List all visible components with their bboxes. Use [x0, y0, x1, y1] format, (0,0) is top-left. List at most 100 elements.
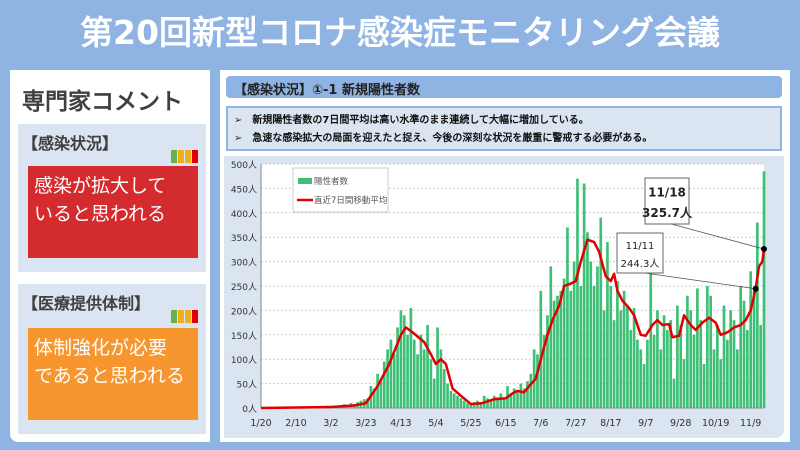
- bar: [422, 349, 426, 408]
- bar: [572, 261, 576, 408]
- bar: [522, 388, 526, 408]
- bar: [609, 286, 613, 408]
- bar: [382, 361, 386, 408]
- bar: [566, 227, 569, 408]
- x-tick-label: 1/20: [250, 418, 271, 429]
- bar: [716, 325, 719, 408]
- bar: [622, 290, 626, 408]
- bar: [472, 402, 476, 408]
- bar: [562, 278, 566, 408]
- x-tick-label: 3/2: [323, 418, 338, 429]
- bar: [509, 393, 513, 408]
- bar: [499, 393, 503, 408]
- bar: [629, 329, 633, 408]
- legend-label: 直近7日間移動平均: [314, 195, 387, 206]
- bar: [469, 404, 473, 408]
- assessment-line: 感染が拡大して: [34, 175, 167, 197]
- bar: [379, 378, 383, 408]
- assessment-line: 体制強化が必要: [34, 337, 168, 359]
- x-tick-label: 3/23: [355, 418, 376, 429]
- assessment-line: いると思われる: [34, 203, 167, 225]
- bar: [652, 334, 656, 408]
- note-text: 急速な感染拡大の局面を迎えたと捉え、今後の深刻な状況を厳重に警戒する必要がある。: [252, 133, 653, 144]
- bar: [699, 320, 703, 408]
- bar: [549, 266, 553, 408]
- alert-level-indicator: [171, 310, 198, 323]
- bar: [492, 395, 496, 408]
- bar: [579, 286, 583, 408]
- bar: [602, 310, 606, 408]
- y-tick-label: 450人: [231, 184, 257, 195]
- bar: [706, 286, 709, 408]
- bar: [372, 388, 376, 408]
- bar: [736, 349, 739, 408]
- y-tick-label: 500人: [231, 160, 257, 171]
- light-yellow: [185, 150, 191, 163]
- bar: [712, 349, 716, 408]
- note-item: ➢ 急速な感染拡大の局面を迎えたと捉え、今後の深刻な状況を厳重に警戒する必要がある…: [234, 130, 774, 148]
- medical-system-assessment: 体制強化が必要 であると思われる: [28, 328, 198, 420]
- bar: [466, 403, 469, 408]
- light-green: [171, 310, 177, 323]
- annotation-point: [752, 285, 759, 292]
- bar: [442, 368, 446, 408]
- bar: [542, 334, 546, 408]
- infection-status-panel: 【感染状況】①-1 新規陽性者数 ➢ 新規陽性者数の7日間平均は高い水準のまま連続…: [220, 70, 790, 442]
- bar: [646, 339, 649, 408]
- annotation-leader: [671, 223, 765, 250]
- expert-comment-panel: 専門家コメント 【感染状況】 感染が拡大して いると思われる 【医療提供体制】 …: [10, 70, 210, 442]
- y-tick-label: 150人: [231, 331, 257, 342]
- bar: [596, 266, 599, 408]
- bullet-icon: ➢: [234, 115, 243, 126]
- bar: [582, 183, 586, 408]
- x-tick-label: 2/10: [285, 418, 306, 429]
- bar: [599, 217, 603, 408]
- new-cases-chart: 0人 50人 100人 150人 200人 250人 300人 350人 400人 450人 500…: [231, 160, 767, 429]
- bar: [486, 398, 489, 408]
- bar: [729, 310, 733, 408]
- alert-level-indicator: [171, 150, 198, 163]
- light-yellow: [185, 310, 191, 323]
- bar: [519, 383, 523, 408]
- chart-container: 0人 50人 100人 150人 200人 250人 300人 350人 400人 450人 500…: [224, 156, 784, 438]
- bar: [529, 373, 533, 408]
- bullet-icon: ➢: [234, 133, 243, 144]
- bar: [366, 398, 369, 408]
- bar: [722, 305, 726, 408]
- summary-notes: ➢ 新規陽性者数の7日間平均は高い水準のまま連続して大幅に増加している。 ➢ 急速な…: [226, 106, 782, 151]
- bar: [692, 334, 696, 408]
- assessment-line: であると思われる: [34, 365, 185, 387]
- bar: [666, 329, 669, 408]
- y-tick-label: 300人: [231, 258, 257, 269]
- bar: [689, 310, 693, 408]
- light-yellow: [178, 150, 184, 163]
- bar: [536, 354, 539, 408]
- bar: [709, 295, 713, 408]
- bar: [746, 329, 749, 408]
- bar: [672, 378, 676, 408]
- y-tick-label: 0人: [242, 404, 257, 415]
- section-title: 【感染状況】①-1 新規陽性者数: [226, 76, 782, 98]
- infection-status-assessment: 感染が拡大して いると思われる: [28, 166, 198, 258]
- legend-label: 陽性者数: [314, 176, 349, 187]
- bar: [456, 395, 459, 408]
- card-label: 【感染状況】: [22, 134, 119, 153]
- bar: [649, 273, 653, 408]
- y-tick-label: 50人: [237, 380, 257, 391]
- bar: [399, 310, 403, 408]
- bar: [459, 398, 463, 408]
- note-text: 新規陽性者数の7日間平均は高い水準のまま連続して大幅に増加している。: [252, 115, 589, 126]
- bar: [376, 373, 379, 408]
- bar: [462, 400, 466, 408]
- light-green: [171, 150, 177, 163]
- bar: [429, 359, 433, 408]
- moving-average-line: [260, 238, 766, 410]
- bar: [752, 290, 756, 408]
- bar: [512, 388, 516, 408]
- bar: [539, 290, 543, 408]
- x-tick-label: 9/28: [670, 418, 691, 429]
- bar: [496, 397, 499, 408]
- card-label: 【医療提供体制】: [22, 294, 151, 313]
- bar: [396, 327, 399, 408]
- x-tick-label: 9/7: [638, 418, 653, 429]
